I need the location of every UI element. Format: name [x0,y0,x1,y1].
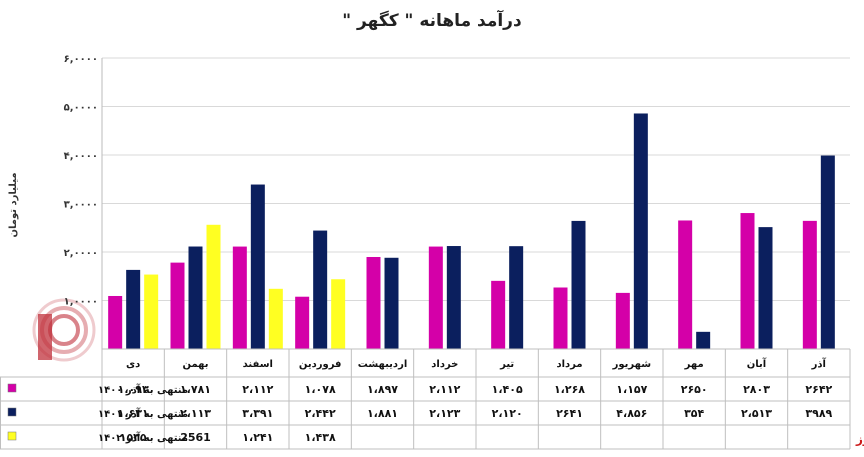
data-label: ۲۶۴۱ [556,407,583,420]
legend-entry: منتهی به آذر ۱۴۰۱ [98,407,188,420]
bar [553,287,568,349]
data-label: ۴،۸۵۶ [616,407,647,420]
data-label: ۱،۰۷۸ [305,383,336,396]
bar [206,224,221,349]
bar [820,155,835,349]
bar [144,274,159,349]
x-tick-label: اردیبهشت [358,359,408,370]
x-tick-label: خرداد [431,359,458,370]
bar [232,246,247,349]
data-label: ۲،۱۲۳ [429,407,460,420]
bar [571,220,586,349]
data-label: ۱،۲۴۱ [242,431,273,444]
bar [170,262,185,349]
bar [366,256,381,349]
x-tick-label: دی [126,359,140,370]
data-label: 2561 [180,431,211,444]
legend-swatch [7,407,17,417]
data-label: ۱،۸۹۷ [367,383,398,396]
bar [758,227,773,349]
bar [678,220,693,349]
data-label: ۱،۷۸۱ [180,383,211,396]
bar [428,246,443,349]
data-label: ۲،۱۲۰ [492,407,523,420]
data-label: ۳،۳۹۱ [242,407,273,420]
data-label: ۱۵۳۵ [120,431,147,444]
x-tick-label: تیر [499,359,514,370]
bar [268,288,283,349]
data-label: ۲،۱۱۲ [242,383,273,396]
data-label: ۱،۴۰۵ [492,383,523,396]
y-tick-label: ۲,۰۰۰۰ [64,248,98,259]
bar [491,280,506,349]
y-tick-label: ۱,۰۰۰۰ [64,297,98,308]
data-label: ۲،۴۴۲ [305,407,336,420]
bar [802,220,817,349]
y-axis-label: میلیارد تومان [8,172,19,237]
legend-swatch [7,431,17,441]
data-label: ۱،۲۶۸ [554,383,585,396]
y-tick-label: ۶,۰۰۰۰ [64,54,98,65]
data-label: ۲،۱۱۳ [180,407,211,420]
y-axis-ticks: ۶,۰۰۰۰ ۵,۰۰۰۰ ۴,۰۰۰۰ ۳,۰۰۰۰ ۲,۰۰۰۰ ۱,۰۰۰۰ [64,54,98,308]
data-label: ۱،۱۵۷ [616,383,647,396]
bar [313,230,328,349]
bar [108,295,123,349]
bar [384,257,399,349]
x-tick-label: مرداد [556,359,582,370]
x-tick-label: مهر [684,359,704,370]
bar [740,213,755,349]
bar [331,279,346,349]
data-label: ۱،۶۳۱ [118,407,149,420]
source-label: بورس نیوز [855,432,864,447]
x-tick-label: شهریور [612,359,652,370]
x-tick-label: اسفند [243,359,273,370]
legend-entry: منتهی به آذر ۱۴۰۰ [98,383,188,396]
bar [126,269,141,349]
chart-title: درآمد ماهانه " کگهر " [342,9,522,31]
y-tick-label: ۳,۰۰۰۰ [64,200,98,211]
y-tick-label: ۵,۰۰۰۰ [64,103,98,114]
bar [633,113,648,349]
bar [509,246,524,349]
data-label: ۲۶۴۲ [805,383,832,396]
data-label: ۱،۸۸۱ [367,407,398,420]
data-label: ۳۵۴ [684,407,704,420]
x-tick-label: آذر [811,357,827,370]
bar [188,246,203,349]
legend-swatch [7,383,17,393]
bar [446,246,461,349]
bar [615,292,630,349]
bar [250,184,265,349]
x-tick-label: فروردین [299,359,342,370]
x-tick-label: بهمن [182,359,208,370]
bar [295,296,310,349]
data-label: ۳۹۸۹ [805,407,832,420]
bar [696,331,711,349]
watermark-logo [32,298,96,362]
x-tick-label: آبان [747,357,767,370]
data-label: ۲۸۰۳ [743,383,770,396]
data-label: ۱،۰۹۳ [118,383,149,396]
data-label: ۲،۵۱۳ [741,407,772,420]
y-tick-label: ۴,۰۰۰۰ [64,151,98,162]
data-label: ۱،۴۳۸ [305,431,336,444]
data-label: ۲،۱۱۲ [429,383,460,396]
legend-entry: منتهی به آذر ۱۴۰۲ [98,431,188,444]
data-table: آذر آبان مهر شهریور مرداد تیر خرداد اردیبهشت فرو… [0,348,851,450]
data-label: ۲۶۵۰ [681,383,708,396]
bars [108,113,835,349]
